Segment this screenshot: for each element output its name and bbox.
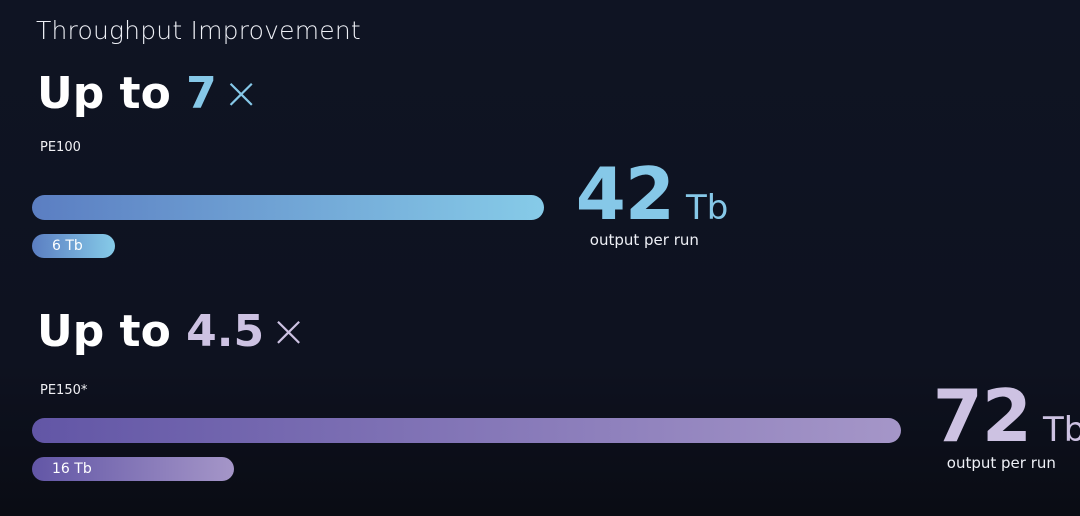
bar-new-value [32, 195, 544, 220]
headline-prefix: Up to [37, 306, 171, 357]
caption: output per run [589, 231, 699, 249]
multiplier: 7 [186, 68, 217, 119]
headline-prefix: Up to [37, 68, 171, 119]
multiplier: 4.5 [186, 306, 265, 357]
new-value-number: 72 [932, 374, 1032, 458]
bar-new-value [32, 418, 901, 443]
caption: output per run [946, 454, 1056, 472]
page-title: Throughput Improvement [36, 16, 361, 45]
model-label: PE150* [40, 383, 88, 398]
new-value-display: 72 Tb [933, 374, 1080, 458]
headline: Up to 7 × [37, 68, 260, 119]
bar-old-value: 6 Tb [32, 234, 116, 258]
model-label: PE100 [40, 140, 81, 155]
new-value-display: 42 Tb [576, 152, 729, 236]
multiply-symbol: × [270, 306, 307, 357]
bar-old-value: 16 Tb [32, 457, 235, 481]
new-value-number: 42 [575, 152, 675, 236]
new-value-unit: Tb [1043, 410, 1080, 450]
new-value-unit: Tb [686, 188, 729, 228]
multiply-symbol: × [222, 68, 260, 119]
headline: Up to 4.5 × [37, 306, 307, 357]
